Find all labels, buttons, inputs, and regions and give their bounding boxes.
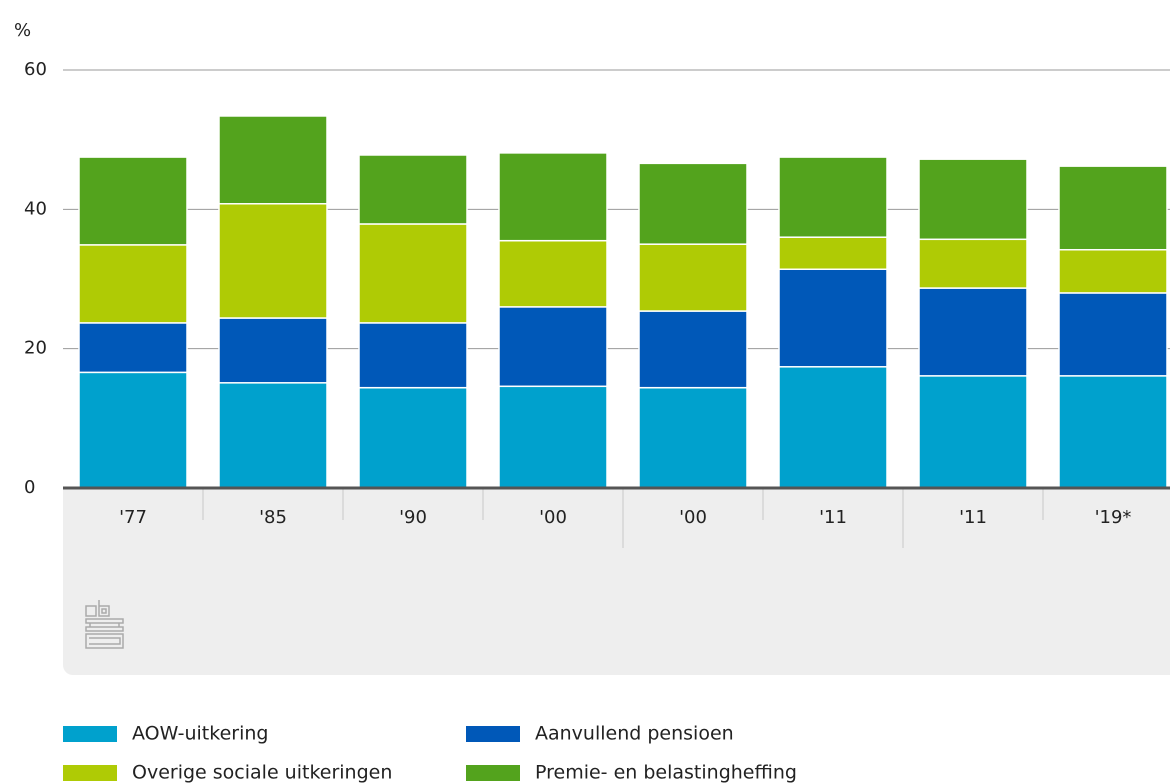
bar-segment bbox=[78, 371, 188, 489]
bar-segment bbox=[918, 238, 1028, 289]
bar-segment bbox=[498, 239, 608, 308]
legend-swatch bbox=[63, 765, 117, 781]
bar-segment bbox=[218, 382, 328, 489]
bar-segment bbox=[358, 322, 468, 389]
x-tick-label: '00 bbox=[679, 507, 707, 528]
x-tick-label: '77 bbox=[119, 507, 147, 528]
bars bbox=[78, 115, 1168, 489]
y-tick-label: 20 bbox=[24, 338, 47, 359]
legend-swatch bbox=[63, 726, 117, 742]
bar-segment bbox=[778, 236, 888, 270]
x-tick-label: '85 bbox=[259, 507, 287, 528]
bar-segment bbox=[358, 223, 468, 324]
bar-segment bbox=[78, 156, 188, 246]
bar-segment bbox=[78, 244, 188, 324]
legend: AOW-uitkering Aanvullend pensioen Overige … bbox=[63, 723, 797, 783]
bar-segment bbox=[358, 386, 468, 489]
bar-segment bbox=[638, 386, 748, 489]
x-axis: '77 '85 '90 '00 '00 '11 '11 '19* bbox=[63, 486, 1170, 548]
y-tick-label: 40 bbox=[24, 198, 47, 219]
bar-segment bbox=[778, 156, 888, 238]
y-axis-label: % bbox=[14, 20, 31, 41]
bar-segment bbox=[498, 306, 608, 388]
bar-segment bbox=[78, 322, 188, 374]
legend-label: Premie- en belastingheffing bbox=[535, 762, 797, 783]
bar-segment bbox=[778, 366, 888, 489]
bar-segment bbox=[638, 243, 748, 312]
bar-segment bbox=[218, 203, 328, 319]
x-tick-label: '19* bbox=[1095, 507, 1132, 528]
bar-segment bbox=[638, 310, 748, 389]
legend-swatch bbox=[466, 726, 520, 742]
bar-segment bbox=[918, 375, 1028, 489]
x-tick-label: '90 bbox=[399, 507, 427, 528]
legend-label: Overige sociale uitkeringen bbox=[132, 762, 392, 783]
bar-segment bbox=[218, 115, 328, 205]
x-tick-label: '00 bbox=[539, 507, 567, 528]
cbs-logo bbox=[85, 600, 124, 649]
bar-segment bbox=[498, 152, 608, 242]
legend-label: AOW-uitkering bbox=[132, 723, 268, 745]
x-tick-label: '11 bbox=[959, 507, 987, 528]
bar-segment bbox=[498, 385, 608, 489]
axis-panel-top bbox=[63, 488, 1170, 508]
bar-segment bbox=[1058, 292, 1168, 377]
axis-panel bbox=[63, 488, 1170, 675]
bar-segment bbox=[1058, 248, 1168, 294]
bar-segment bbox=[918, 158, 1028, 241]
y-tick-label: 60 bbox=[24, 59, 47, 80]
bar-segment bbox=[638, 162, 748, 245]
y-tick-label: 0 bbox=[24, 477, 35, 498]
bar-segment bbox=[1058, 165, 1168, 251]
bar-segment bbox=[358, 154, 468, 225]
legend-swatch bbox=[466, 765, 520, 781]
bar-segment bbox=[778, 268, 888, 368]
bar-segment bbox=[1058, 375, 1168, 489]
bar-segment bbox=[218, 317, 328, 384]
bar-segment bbox=[918, 287, 1028, 377]
legend-label: Aanvullend pensioen bbox=[535, 723, 734, 745]
x-tick-label: '11 bbox=[819, 507, 847, 528]
